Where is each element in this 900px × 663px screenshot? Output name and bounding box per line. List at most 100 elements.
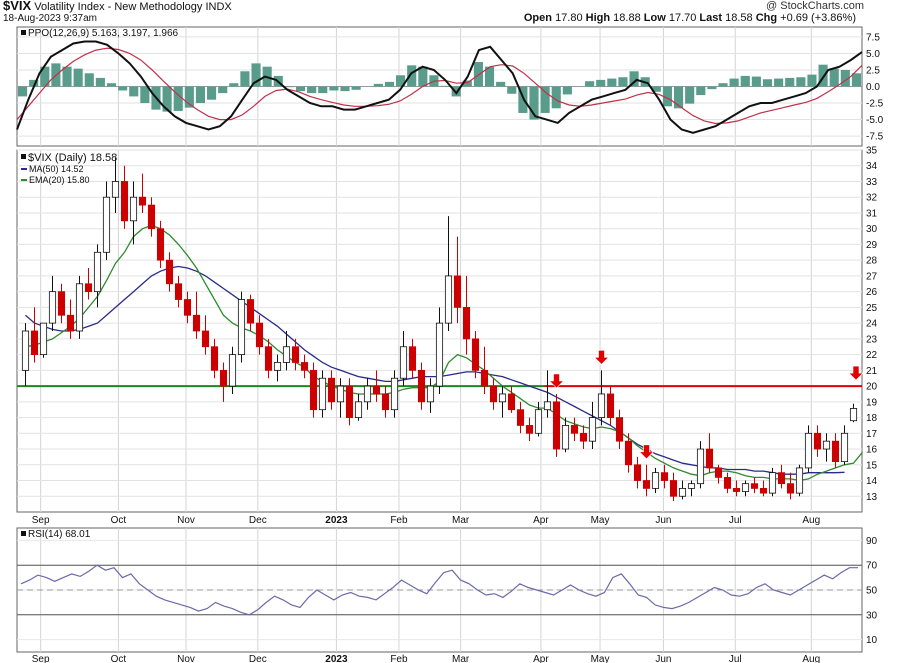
month-label-price: Jul [729, 515, 742, 526]
candle-body [219, 369, 228, 387]
ppo-histogram-bar [718, 83, 728, 87]
price-tick-label: 27 [866, 271, 878, 282]
candle-body [453, 275, 462, 308]
ppo-histogram-bar [707, 86, 717, 90]
ppo-histogram-bar [162, 86, 172, 112]
candle-body [444, 275, 453, 324]
ppo-histogram-bar [729, 78, 739, 87]
candle-body [390, 377, 399, 411]
ppo-histogram-bar [496, 81, 506, 87]
price-tick-label: 13 [866, 492, 878, 503]
ppo-histogram-bar [407, 65, 417, 87]
price-legend-swatch [21, 154, 26, 159]
ppo-histogram-bar [518, 86, 528, 113]
candle-body [183, 299, 192, 316]
candle-body [138, 196, 147, 206]
candle-body [786, 483, 795, 494]
ppo-histogram-bar [796, 77, 806, 87]
month-label-price: Dec [249, 515, 267, 526]
price-tick-label: 15 [866, 460, 878, 471]
ppo-histogram-bar [540, 86, 550, 113]
month-label-rsi: May [591, 654, 610, 663]
candle-body [201, 330, 210, 348]
month-label-rsi: Oct [111, 654, 127, 663]
candle-body [579, 432, 588, 442]
ppo-histogram-bar [173, 86, 183, 111]
ema20-legend: EMA(20) 15.80 [29, 175, 90, 185]
candle-body [66, 314, 75, 332]
candle-body [498, 393, 507, 403]
security-name: Volatility Index - New Methodology [34, 1, 203, 13]
ppo-histogram-bar [251, 63, 261, 87]
ppo-histogram-bar [829, 68, 839, 87]
ppo-histogram-bar [106, 83, 117, 87]
candle-body [192, 314, 201, 332]
open-label: Open [523, 12, 552, 24]
month-label-rsi: Jul [729, 654, 742, 663]
candle-body [678, 487, 687, 497]
ppo-histogram-bar [207, 86, 217, 100]
ppo-histogram-bar [651, 86, 661, 92]
rsi-tick-label: 70 [866, 561, 878, 572]
candle-body [642, 480, 651, 489]
ppo-legend: PPO(12,26,9) 5.163, 3.197, 1.966 [28, 28, 179, 39]
candle-body [480, 369, 489, 387]
price-tick-label: 32 [866, 193, 878, 204]
ppo-histogram-bar [295, 86, 306, 92]
quote-date: 18-Aug-2023 9:37am [3, 13, 97, 24]
ppo-tick-label: -2.5 [866, 99, 884, 110]
rsi-line [20, 564, 858, 616]
ppo-histogram-bar [307, 86, 317, 94]
candle-body [741, 483, 750, 492]
candle-body [795, 467, 804, 494]
month-label-rsi: 2023 [325, 654, 348, 663]
ppo-histogram-bar [140, 86, 150, 104]
ppo-histogram-bar [18, 86, 28, 97]
month-label-rsi: Jun [655, 654, 671, 663]
ppo-tick-label: -5.0 [866, 115, 884, 126]
rsi-legend-swatch [21, 531, 26, 536]
candle-body [831, 440, 840, 463]
rsi-tick-label: 30 [866, 610, 878, 621]
price-tick-label: 20 [866, 382, 878, 393]
ppo-histogram-bar [29, 79, 39, 87]
ppo-histogram-bar [62, 66, 72, 87]
rsi-tick-label: 50 [866, 586, 878, 597]
ppo-histogram-bar [751, 76, 761, 87]
last-label: Last [699, 12, 723, 24]
price-tick-label: 18 [866, 413, 878, 424]
month-label-rsi: Apr [533, 654, 549, 663]
ppo-histogram-bar [184, 86, 194, 108]
candle-body [552, 401, 561, 450]
price-tick-label: 14 [866, 476, 878, 487]
candle-body [210, 346, 219, 371]
candle-body [633, 464, 642, 481]
candle-body [264, 346, 273, 371]
candle-body [489, 385, 498, 403]
ppo-histogram-bar [851, 73, 861, 87]
candle-body [534, 409, 543, 434]
ppo-histogram-bar [384, 81, 395, 87]
ppo-tick-label: 2.5 [866, 65, 880, 76]
last-value: 18.58 [725, 12, 753, 24]
ppo-tick-label: 0.0 [866, 82, 880, 93]
title-line: $VIX Volatility Index - New Methodology … [3, 0, 232, 13]
month-label-price: Jun [655, 515, 671, 526]
price-tick-label: 21 [866, 366, 878, 377]
candle-body [768, 472, 777, 494]
exchange: INDX [205, 1, 232, 13]
high-label: High [585, 12, 611, 24]
candle-body [129, 196, 138, 222]
candle-body [669, 480, 678, 497]
ppo-histogram-bar [740, 75, 750, 87]
ppo-histogram-bar [396, 75, 406, 87]
ppo-histogram-bar [785, 77, 795, 87]
candle-body [606, 393, 615, 418]
ppo-histogram-bar [329, 86, 339, 91]
candle-body [615, 417, 624, 442]
rsi-tick-label: 10 [866, 635, 878, 646]
price-tick-label: 28 [866, 256, 878, 267]
price-tick-label: 23 [866, 334, 878, 345]
ppo-histogram-bar [662, 86, 672, 107]
